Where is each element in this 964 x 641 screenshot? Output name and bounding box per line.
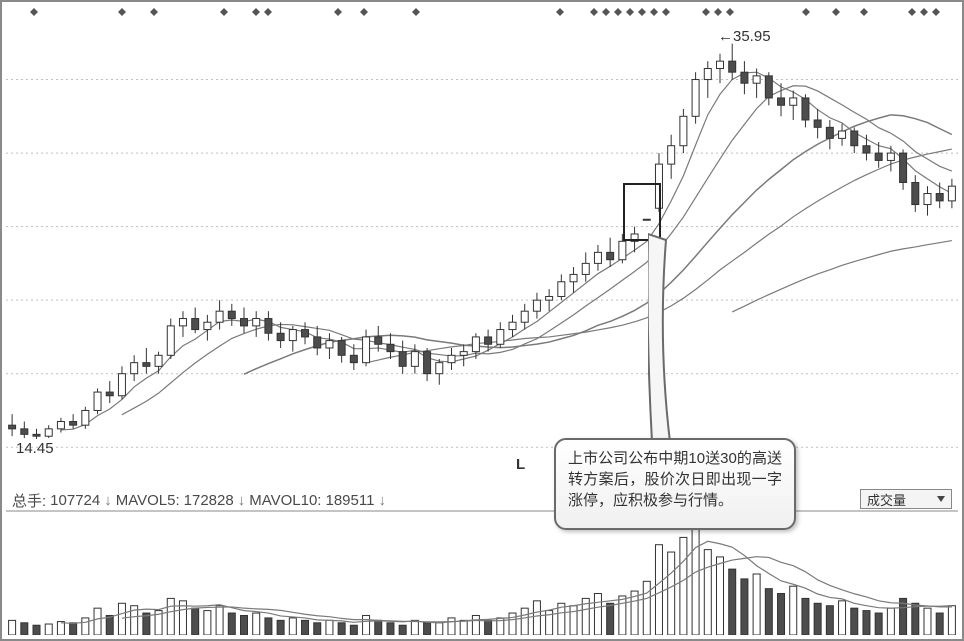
volume-chart xyxy=(6,489,958,635)
chart-container: ←35.95 14.45 L 上市公司公布中期10送30的高送转方案后，股价次日… xyxy=(0,0,964,641)
annotation-callout: 上市公司公布中期10送30的高送转方案后，股价次日即出现一字涨停，应积极参与行情… xyxy=(554,438,796,530)
peak-arrow-icon: ← xyxy=(718,28,733,45)
candlestick-chart xyxy=(6,6,958,484)
low-value: 14.45 xyxy=(16,440,54,457)
volume-pane: 总手: 107724 ↓ MAVOL5: 172828 ↓ MAVOL10: 1… xyxy=(6,489,958,635)
price-pane xyxy=(6,6,958,484)
l-marker: L xyxy=(516,456,525,473)
peak-value: 35.95 xyxy=(733,28,771,45)
peak-value-label: ←35.95 xyxy=(718,28,771,45)
callout-text: 上市公司公布中期10送30的高送转方案后，股价次日即出现一字涨停，应积极参与行情… xyxy=(568,450,782,509)
low-value-label: 14.45 xyxy=(16,440,54,457)
